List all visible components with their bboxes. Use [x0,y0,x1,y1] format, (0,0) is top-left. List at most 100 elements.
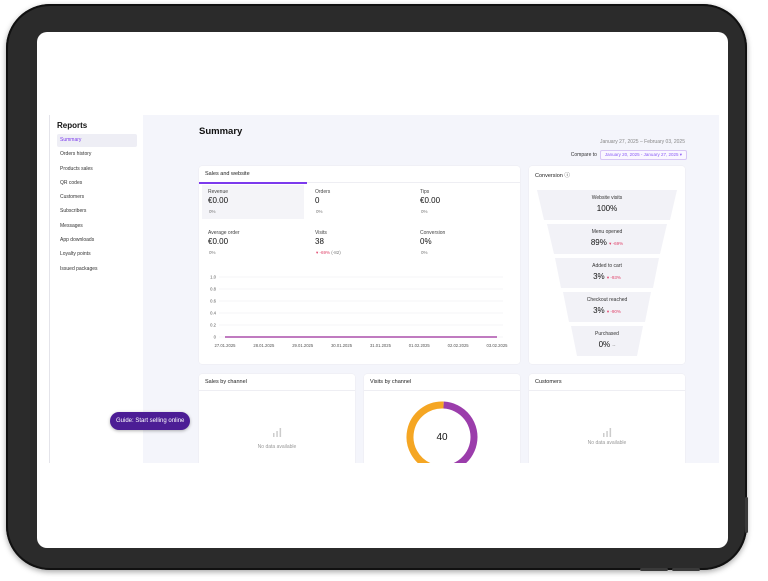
metric-value: 38 [315,237,324,246]
visits-by-channel-title: Visits by channel [364,374,520,391]
funnel-value: 0% -- [571,340,643,349]
metric-delta: 0% [209,209,216,214]
sidebar-item-products-sales[interactable]: Products sales [60,165,93,172]
sales-website-card: Sales and website Revenue €0.00 0% Order… [199,166,520,364]
device-side-button [745,497,748,533]
sidebar-nav: Summary Orders history Products sales QR… [57,134,137,277]
metric-orders[interactable]: Orders 0 0% [309,185,411,219]
metric-label: Orders [315,189,331,195]
funnel-label: Purchased [595,331,619,337]
conversion-card: Conversion ⓘ Website visits 100% Menu op… [529,166,685,364]
tab-sales-website[interactable]: Sales and website [199,166,520,183]
metric-delta: 0% [421,250,428,255]
no-data-message: No data available [257,444,297,450]
metric-delta: ▾ -69% (-82) [316,250,341,256]
guide-start-selling-button[interactable]: Guide: Start selling online [110,412,191,430]
funnel-value-number: 0% [598,340,611,349]
sidebar-title: Reports [57,121,88,130]
conversion-title: Conversion [535,173,563,179]
funnel-step-added-to-cart: Added to cart 3% ▾ -93% [555,258,659,288]
y-tick-label: 0.2 [210,323,216,328]
metric-label: Average order [208,230,240,236]
compare-date-value: January 20, 2025 - January 27, 2025 [604,152,679,157]
funnel-shape [537,190,677,220]
active-tab-indicator [199,182,307,184]
metric-label: Visits [315,230,327,236]
y-tick-label: 1.0 [210,275,216,280]
sidebar-item-customers[interactable]: Customers [60,194,85,201]
metric-delta-percent: ▾ -69% [316,250,331,255]
y-tick-label: 0.4 [210,311,216,316]
funnel-delta: ▾ -90% [606,309,621,314]
funnel-value: 100% [596,204,618,213]
sidebar-item-qr-codes[interactable]: QR codes [60,179,83,186]
main-content: Summary January 27, 2025 – February 03, … [142,115,719,463]
bar-chart-icon [529,424,685,442]
funnel-value: 3% ▾ -90% [563,306,651,315]
no-data-message: No data available [587,440,627,446]
sidebar-item-issued-packages[interactable]: Issued packages [60,265,98,272]
sidebar-item-messages[interactable]: Messages [60,222,83,229]
sidebar-item-loyalty-points[interactable]: Loyalty points [60,251,91,258]
y-tick-label: 0.6 [210,299,216,304]
device-bottom-button [640,568,668,571]
funnel-delta: -- [612,343,616,348]
visits-donut-chart: 40 [406,401,478,463]
funnel-label: Added to cart [592,263,622,269]
metric-value: 0 [315,196,320,205]
metric-delta-absolute: (-82) [331,250,341,255]
conversion-card-header: Conversion ⓘ [529,166,685,184]
x-tick-label: 29.01.2025 [292,343,314,348]
metric-conversion[interactable]: Conversion 0% 0% [414,226,516,260]
funnel-delta: ▾ -93% [606,275,621,280]
metric-value: 0% [420,237,432,246]
funnel-shape [571,326,643,356]
reports-app: Reports Summary Orders history Products … [49,115,719,463]
metric-delta: 0% [421,209,428,214]
metric-delta: 0% [316,209,323,214]
sidebar-item-subscribers[interactable]: Subscribers [60,208,87,215]
funnel-label: Checkout reached [586,297,628,303]
x-tick-label: 30.01.2025 [331,343,353,348]
funnel-step-checkout-reached: Checkout reached 3% ▾ -90% [563,292,651,322]
funnel-shape [563,292,651,322]
metric-value: €0.00 [208,196,229,205]
metric-revenue[interactable]: Revenue €0.00 0% [202,185,304,219]
metric-value: €0.00 [420,196,441,205]
funnel-shape [555,258,659,288]
donut-segment[interactable] [406,401,444,463]
funnel-step-menu-opened: Menu opened 89% ▾ -69% [547,224,667,254]
x-tick-label: 28.01.2025 [253,343,275,348]
sidebar-item-summary[interactable]: Summary [57,134,137,147]
funnel-step-website-visits: Website visits 100% [537,190,677,220]
metric-visits[interactable]: Visits 38 ▾ -69% (-82) [309,226,411,260]
funnel-value: 89% ▾ -69% [547,238,667,247]
sales-by-channel-title: Sales by channel [199,374,355,391]
sidebar-item-app-downloads[interactable]: App downloads [60,237,95,244]
sales-by-channel-card: Sales by channel No data available [199,374,355,463]
funnel-value-number: 3% [593,272,605,281]
metric-average-order[interactable]: Average order €0.00 0% [202,226,304,260]
x-tick-label: 01.02.2025 [409,343,431,348]
sales-line-chart: 1.0 0.8 0.6 0.4 0.2 0 27.01.2025 28.01.2025 29.0… [210,275,508,349]
funnel-value: 3% ▾ -93% [555,272,659,281]
tablet-screen: Reports Summary Orders history Products … [37,32,728,548]
funnel-step-purchased: Purchased 0% -- [571,326,643,356]
metric-tips[interactable]: Tips €0.00 0% [414,185,516,219]
y-tick-label: 0 [214,335,217,340]
chevron-down-icon: ▾ [679,152,682,157]
metric-delta: 0% [209,250,216,255]
help-icon[interactable]: ⓘ [564,173,570,179]
compare-control: Compare to January 20, 2025 - January 27… [571,150,687,160]
metric-label: Conversion [420,230,446,236]
compare-date-select[interactable]: January 20, 2025 - January 27, 2025 ▾ [599,150,687,160]
date-range: January 27, 2025 – February 03, 2025 [599,139,685,145]
funnel-value-number: 3% [593,306,605,315]
donut-segment[interactable] [431,401,478,463]
metric-label: Revenue [208,189,229,195]
metric-label: Tips [420,189,430,195]
sidebar-item-orders-history[interactable]: Orders history [60,151,92,158]
page-title: Summary [199,126,243,137]
x-tick-label: 27.01.2025 [215,343,237,348]
customers-card: Customers No data available [529,374,685,463]
